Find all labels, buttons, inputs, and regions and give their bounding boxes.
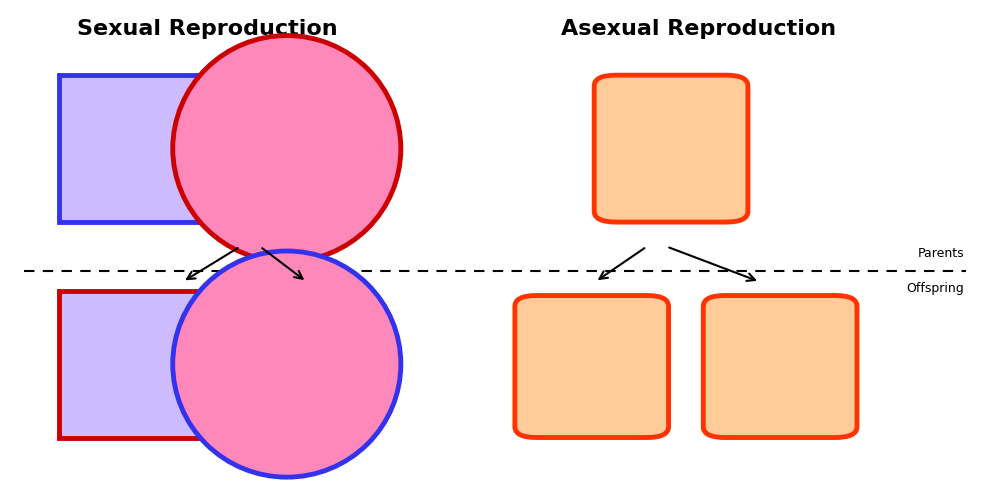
Text: Parents: Parents [917,248,964,260]
Ellipse shape [173,35,401,261]
Bar [59,291,212,438]
Text: Asexual Reproduction: Asexual Reproduction [561,19,836,39]
Text: Sexual Reproduction: Sexual Reproduction [77,19,338,39]
FancyBboxPatch shape [703,295,857,438]
Bar [59,75,212,222]
FancyBboxPatch shape [594,75,748,222]
FancyBboxPatch shape [515,295,669,438]
Ellipse shape [173,251,401,477]
Text: Offspring: Offspring [906,282,964,295]
